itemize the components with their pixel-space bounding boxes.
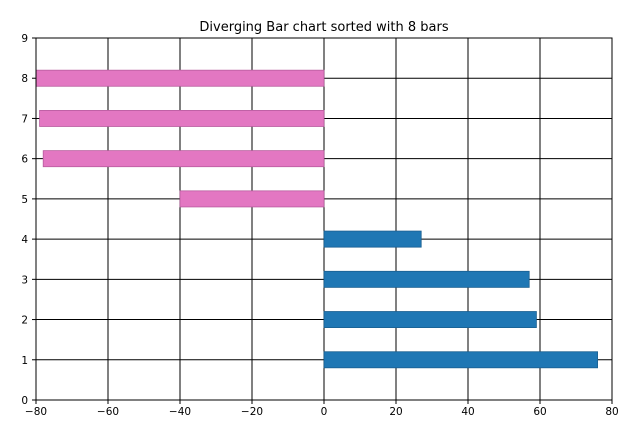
chart-title: Diverging Bar chart sorted with 8 bars bbox=[199, 20, 448, 35]
bar-5 bbox=[179, 190, 325, 208]
bar-8 bbox=[35, 69, 325, 87]
bar-4 bbox=[323, 230, 422, 248]
x-tick-label: −40 bbox=[169, 406, 191, 418]
y-tick-label: 7 bbox=[21, 113, 28, 125]
y-tick-label: 0 bbox=[21, 395, 28, 407]
x-tick-label: 80 bbox=[605, 406, 618, 418]
bar-7 bbox=[39, 110, 325, 127]
bar-2 bbox=[323, 311, 537, 328]
bar-3 bbox=[323, 270, 530, 288]
y-tick-label: 1 bbox=[21, 355, 28, 367]
x-tick-label: 20 bbox=[389, 406, 402, 418]
y-tick-label: 5 bbox=[21, 194, 28, 206]
y-tick-label: 2 bbox=[21, 315, 28, 327]
x-tick-label: −60 bbox=[97, 406, 119, 418]
x-axis-ticks: −80 −60 −40 −20 0 20 40 60 80 bbox=[25, 400, 619, 418]
y-tick-label: 6 bbox=[21, 154, 28, 166]
y-tick-label: 3 bbox=[21, 274, 28, 286]
bar-1 bbox=[323, 351, 599, 369]
bar-6 bbox=[42, 150, 325, 168]
bars bbox=[35, 69, 599, 369]
y-tick-label: 9 bbox=[21, 33, 28, 45]
x-tick-label: 60 bbox=[533, 406, 546, 418]
y-axis-ticks: 0 1 2 3 4 5 6 7 8 9 bbox=[21, 33, 36, 407]
x-tick-label: −20 bbox=[241, 406, 263, 418]
x-tick-label: −80 bbox=[25, 406, 47, 418]
x-tick-label: 40 bbox=[461, 406, 474, 418]
y-tick-label: 8 bbox=[21, 73, 28, 85]
x-tick-label: 0 bbox=[321, 406, 328, 418]
y-tick-label: 4 bbox=[21, 234, 28, 246]
